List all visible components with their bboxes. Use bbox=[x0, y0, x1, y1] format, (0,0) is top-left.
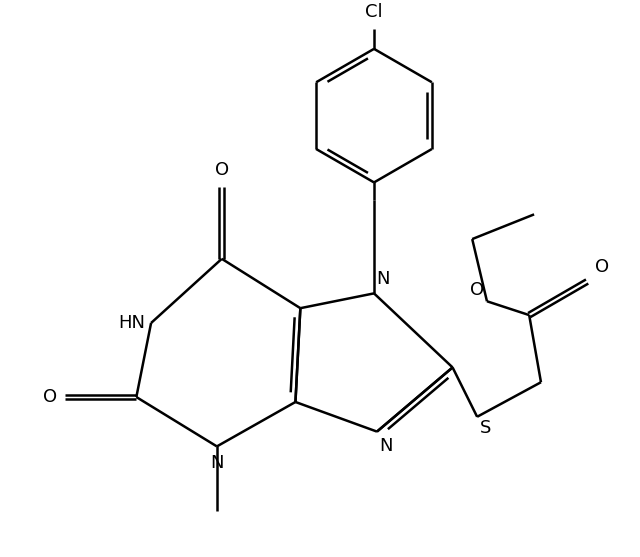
Text: N: N bbox=[376, 270, 390, 288]
Text: S: S bbox=[480, 419, 491, 437]
Text: N: N bbox=[380, 437, 393, 455]
Text: O: O bbox=[215, 161, 229, 179]
Text: O: O bbox=[595, 258, 609, 276]
Text: N: N bbox=[210, 455, 223, 472]
Text: O: O bbox=[43, 388, 57, 406]
Text: HN: HN bbox=[118, 314, 145, 332]
Text: O: O bbox=[470, 281, 484, 299]
Text: Cl: Cl bbox=[365, 3, 383, 21]
